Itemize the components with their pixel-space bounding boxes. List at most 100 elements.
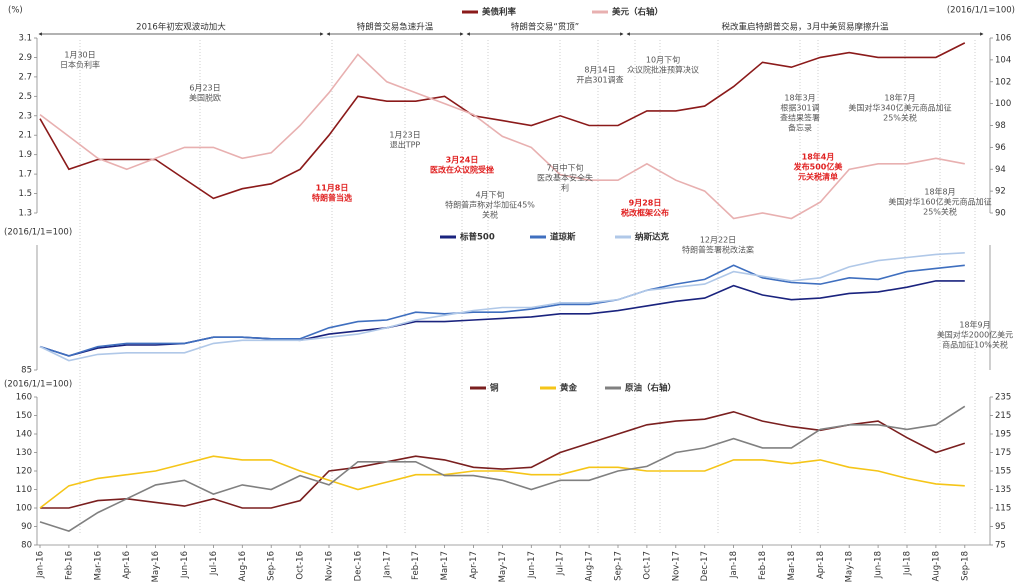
- y2-tick-label: 100: [995, 99, 1011, 109]
- y2-tick-label: 115: [995, 504, 1011, 514]
- x-tick-label: May-16: [151, 551, 161, 582]
- x-tick-label: Dec-17: [700, 551, 710, 581]
- legend-label: 铜: [490, 383, 499, 394]
- y-tick-label: 90: [21, 522, 32, 532]
- y2-tick-label: 102: [995, 77, 1011, 87]
- legend-label: 标普500: [459, 232, 495, 243]
- annotation: 3月24日: [446, 156, 479, 165]
- x-tick-label: Aug-17: [585, 551, 595, 581]
- x-tick-label: Feb-16: [64, 551, 74, 580]
- legend-label: 原油（右轴）: [625, 383, 676, 394]
- y-tick-label: 3.1: [18, 34, 32, 44]
- unit-label: (2016/1/1=100): [4, 380, 72, 390]
- annotation: 12月22日: [700, 236, 736, 245]
- series-line: [39, 280, 965, 357]
- series-line: [39, 455, 965, 509]
- annotation: 1月30日: [64, 51, 95, 60]
- x-tick-label: Oct-16: [296, 551, 306, 580]
- y2-tick-label: 235: [995, 393, 1011, 403]
- annotation: 8月14日: [584, 66, 615, 75]
- annotation: 1月23日: [389, 131, 420, 140]
- y2-tick-label: 75: [995, 541, 1006, 551]
- series-line: [39, 252, 965, 362]
- annotation: 25%关税: [923, 207, 957, 217]
- legend-label: 道琼斯: [550, 232, 576, 243]
- annotation: 根据301调: [780, 103, 819, 113]
- period-label: 特朗普交易急速升温: [357, 22, 434, 33]
- y-tick-label: 2.3: [18, 111, 32, 121]
- y2-tick-label: 175: [995, 448, 1011, 458]
- x-tick-label: Aug-18: [931, 551, 941, 581]
- annotation: 美国对华2000亿美元: [937, 330, 1013, 340]
- annotation: 元关税清单: [798, 172, 838, 182]
- y-tick-label: 1.7: [18, 170, 32, 180]
- series-line: [39, 42, 966, 200]
- annotation: 18年4月: [802, 152, 835, 162]
- annotation: 特朗普签署税改法案: [682, 245, 754, 255]
- annotation: 医改在众议院受挫: [430, 165, 494, 175]
- x-tick-label: Jul-18: [903, 551, 913, 576]
- y-tick-label: 2.9: [18, 53, 32, 63]
- x-tick-label: Sep-18: [960, 551, 970, 581]
- annotation: 发布500亿美: [793, 162, 844, 172]
- y2-tick-label: 98: [995, 121, 1006, 131]
- y-tick-label: 160: [16, 393, 32, 403]
- x-tick-label: Dec-16: [353, 551, 363, 581]
- annotation: 特朗普当选: [312, 193, 352, 203]
- series-line: [39, 53, 965, 220]
- x-tick-label: Apr-18: [816, 551, 826, 579]
- x-tick-label: Apr-16: [122, 551, 132, 579]
- y-tick-label: 100: [16, 504, 32, 514]
- legend-label: 美债利率: [482, 7, 517, 18]
- period-label: 特朗普交易“贯顶”: [511, 22, 579, 33]
- unit-label: (2016/1/1=100): [947, 6, 1015, 16]
- x-tick-label: Nov-17: [671, 551, 681, 581]
- y2-tick-label: 92: [995, 187, 1006, 197]
- y-tick-label: 2.1: [18, 131, 32, 141]
- y-tick-label: 110: [16, 485, 32, 495]
- y-tick-label: 130: [16, 448, 32, 458]
- y2-tick-label: 96: [995, 143, 1006, 153]
- series-line: [40, 410, 966, 509]
- x-tick-label: Mar-16: [93, 551, 103, 580]
- x-tick-label: Feb-17: [411, 551, 421, 580]
- annotation: 查结果签署: [780, 113, 820, 123]
- annotation: 10月下旬: [646, 55, 680, 65]
- legend-label: 美元（右轴）: [612, 7, 663, 18]
- series-line: [39, 405, 966, 532]
- annotation: 关税: [482, 210, 498, 220]
- annotation: 18年7月: [884, 93, 915, 103]
- x-tick-label: Sep-17: [614, 551, 624, 581]
- annotation: 美国对华160亿美元商品加征: [888, 197, 991, 207]
- y2-tick-label: 215: [995, 411, 1011, 421]
- x-tick-label: Jul-16: [209, 551, 219, 576]
- x-tick-label: Oct-17: [642, 551, 652, 580]
- x-tick-label: Mar-18: [787, 551, 797, 580]
- x-tick-label: Mar-17: [440, 551, 450, 580]
- y2-tick-label: 155: [995, 467, 1011, 477]
- annotation: 18年3月: [784, 93, 815, 103]
- x-tick-label: Feb-18: [758, 551, 768, 580]
- annotation: 众议院批准预算决议: [627, 65, 699, 75]
- annotation: 退出TPP: [390, 140, 421, 150]
- y-tick-label: 2.5: [18, 92, 32, 102]
- y-tick-label: 1.5: [18, 189, 32, 199]
- y-tick-label: 1.3: [18, 209, 32, 219]
- annotation: 7月中下旬: [546, 163, 583, 173]
- period-label: 2016年初宏观波动加大: [136, 22, 226, 33]
- y2-tick-label: 94: [995, 165, 1006, 175]
- x-tick-label: May-18: [845, 551, 855, 582]
- x-tick-label: Jan-17: [382, 551, 392, 579]
- x-tick-label: Aug-16: [238, 551, 248, 581]
- annotation: 利: [561, 183, 569, 193]
- annotation: 医改基本安全失: [537, 173, 593, 183]
- y-tick-label: 140: [16, 430, 32, 440]
- x-tick-label: May-17: [498, 551, 508, 582]
- y-tick-label: 2.7: [18, 72, 32, 82]
- annotation: 11月8日: [316, 184, 349, 193]
- y-tick-label: 80: [21, 541, 32, 551]
- y2-tick-label: 106: [995, 34, 1011, 44]
- y2-tick-label: 135: [995, 485, 1011, 495]
- annotation: 税改框架公布: [621, 208, 669, 218]
